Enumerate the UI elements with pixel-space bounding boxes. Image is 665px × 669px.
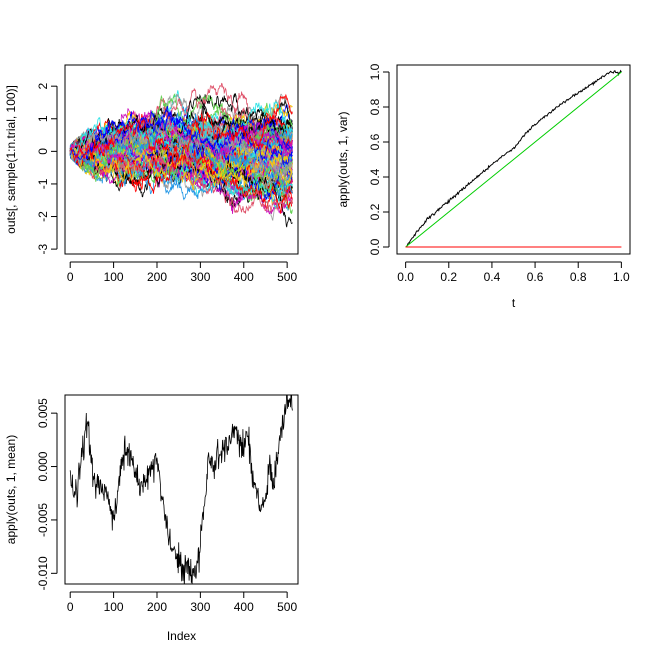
panel-simulated-paths: 0 100 200 300 400 500 -3 -2 -1 0 1 2 outs[, sample(1… — [4, 64, 299, 284]
x-tick-label: 100 — [104, 270, 124, 284]
x-tick-label: 100 — [104, 600, 124, 614]
x-tick-label: 500 — [277, 270, 297, 284]
y-tick-label: 1 — [36, 115, 50, 122]
y-axis-title: apply(outs, 1, var) — [336, 111, 350, 207]
y-tick-label: 0.6 — [368, 133, 382, 150]
y-axis-title: apply(outs, 1, mean) — [4, 435, 18, 544]
y-tick-label: -1 — [36, 178, 50, 189]
series-line-reference — [405, 71, 622, 248]
x-tick-label: 400 — [234, 270, 254, 284]
y-tick-label: 0.000 — [36, 451, 50, 481]
x-tick-label: 500 — [277, 600, 297, 614]
y-tick-label: 0.2 — [368, 203, 382, 220]
y-axis-title: outs[, sample(1:n.trial, 100)] — [4, 85, 18, 234]
x-tick-label: 300 — [190, 270, 210, 284]
x-axis-title: Index — [167, 629, 196, 643]
x-tick-label: 0 — [67, 600, 74, 614]
y-tick-label: 0.005 — [36, 398, 50, 428]
series-line-mean — [69, 395, 293, 584]
x-tick-label: 0.8 — [570, 270, 587, 284]
plot-area — [69, 82, 293, 228]
series-path — [69, 118, 293, 190]
x-tick-label: 0 — [67, 270, 74, 284]
plot-frame — [396, 64, 631, 255]
y-axis: -3 -2 -1 0 1 2 — [36, 83, 58, 254]
x-tick-label: 0.2 — [440, 270, 457, 284]
y-tick-label: 0.8 — [368, 98, 382, 115]
y-tick-label: 1.0 — [368, 63, 382, 80]
y-tick-label: 0 — [36, 148, 50, 155]
y-tick-label: -2 — [36, 211, 50, 222]
y-tick-label: 2 — [36, 83, 50, 90]
y-tick-label: 0.4 — [368, 168, 382, 185]
series-path — [69, 93, 293, 170]
series-path — [69, 101, 293, 156]
plot-frame — [64, 64, 299, 255]
y-tick-label: -3 — [36, 243, 50, 254]
panel-variance-vs-t: 0.0 0.2 0.4 0.6 0.8 1.0 0.0 0.2 0.4 0.6 0.8 1.0 t app… — [336, 63, 631, 310]
y-tick-label: -0.010 — [36, 556, 50, 590]
panel-mean-vs-index: 0 100 200 300 400 500 -0.010 -0.005 0.000 0.005 In… — [4, 394, 299, 643]
y-axis: -0.010 -0.005 0.000 0.005 — [36, 398, 58, 590]
x-axis: 0.0 0.2 0.4 0.6 0.8 1.0 — [397, 261, 630, 284]
plot-area — [405, 69, 622, 248]
plot-frame — [64, 394, 299, 585]
x-tick-label: 200 — [147, 270, 167, 284]
plot-area — [69, 395, 293, 584]
x-axis: 0 100 200 300 400 500 — [67, 261, 297, 284]
series-path — [70, 110, 293, 166]
x-tick-label: 200 — [147, 600, 167, 614]
series-line-empirical-variance — [405, 69, 622, 248]
x-tick-label: 0.4 — [484, 270, 501, 284]
x-axis: 0 100 200 300 400 500 — [67, 591, 297, 614]
y-tick-label: -0.005 — [36, 503, 50, 537]
x-tick-label: 1.0 — [613, 270, 630, 284]
x-tick-label: 400 — [234, 600, 254, 614]
y-axis: 0.0 0.2 0.4 0.6 0.8 1.0 — [368, 63, 390, 255]
x-tick-label: 300 — [190, 600, 210, 614]
series-path — [69, 138, 293, 214]
series-path — [69, 120, 293, 166]
y-tick-label: 0.0 — [368, 238, 382, 255]
x-axis-title: t — [512, 296, 516, 310]
x-tick-label: 0.6 — [527, 270, 544, 284]
x-tick-label: 0.0 — [397, 270, 414, 284]
